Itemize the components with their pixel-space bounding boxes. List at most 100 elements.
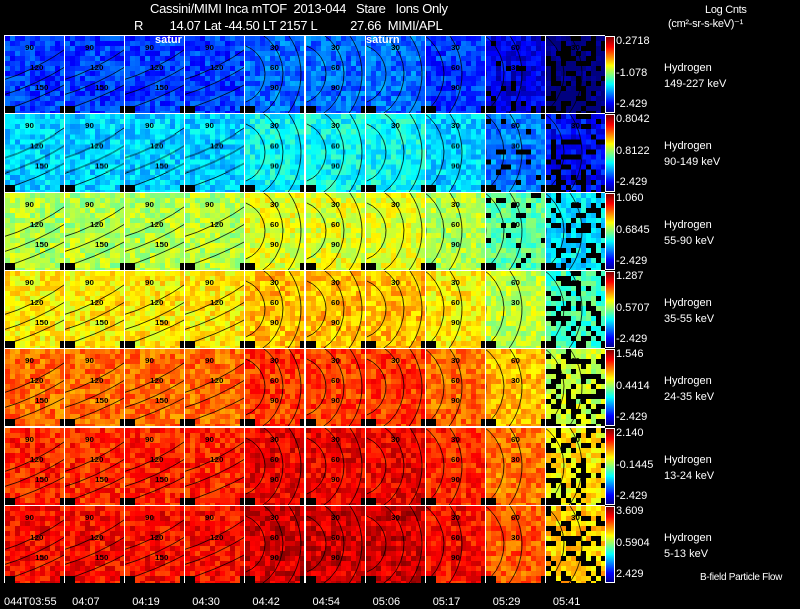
- spectrogram-grid: [4, 35, 605, 584]
- spectrogram-panel: [545, 349, 605, 427]
- colorbar-cmid-label: 0.4414: [616, 380, 650, 393]
- spectrogram-panel: [245, 505, 305, 584]
- spectrogram-panel: [545, 114, 605, 192]
- colorbar-cmin-label: -2.429: [616, 176, 648, 189]
- colorbar-cmin-label: -2.429: [616, 489, 648, 502]
- spectrogram-panel: [425, 114, 485, 192]
- colorbar-cmax-label: 1.287: [616, 269, 644, 282]
- colorbar: [605, 505, 615, 584]
- colorbar-cmax-label: 1.546: [616, 348, 644, 361]
- spectrogram-panel: [485, 427, 545, 505]
- time-tick-label: 05:41: [552, 596, 581, 608]
- spectrogram-panel: [125, 427, 185, 505]
- time-tick-label: 04:54: [312, 596, 341, 608]
- spectrogram-panel: [305, 192, 365, 270]
- colorbar-cmax-label: 3.609: [616, 504, 644, 517]
- colorbar-cmid-label: 0.5707: [616, 301, 650, 314]
- units-label: Log Cnts: [705, 4, 747, 16]
- spectrogram-panel: [5, 192, 65, 270]
- spectrogram-panel: [185, 36, 245, 114]
- row-species-label: Hydrogen: [664, 218, 712, 231]
- spectrogram-panel: [365, 114, 425, 192]
- spectrogram-panel: [305, 270, 365, 349]
- time-tick-label: 05:29: [492, 596, 521, 608]
- spectrogram-panel: [365, 349, 425, 427]
- colorbar: [605, 114, 615, 192]
- spectrogram-panel: [425, 192, 485, 270]
- spectrogram-panel: [485, 270, 545, 349]
- colorbar-cmin-label: -2.429: [616, 411, 648, 424]
- spectrogram-panel: [485, 505, 545, 584]
- colorbar-cmin-label: -2.429: [616, 98, 648, 110]
- saturn-label: saturn: [366, 34, 400, 46]
- spectrogram-panel: [5, 270, 65, 349]
- spectrogram-panel: [185, 505, 245, 584]
- spectrogram-panel: [185, 114, 245, 192]
- spectrogram-panel: [305, 427, 365, 505]
- time-tick-label: 04:07: [72, 596, 100, 608]
- spectrogram-panel: [425, 505, 485, 584]
- time-tick-label: 04:30: [192, 596, 220, 608]
- saturn-label: satur: [155, 34, 182, 46]
- spectrogram-panel: [305, 349, 365, 427]
- spectrogram-panel: [245, 349, 305, 427]
- row-species-label: Hydrogen: [664, 140, 712, 153]
- spectrogram-panel: [185, 349, 245, 427]
- row-energy-label: 35-55 keV: [664, 312, 715, 325]
- spectrogram-panel: [125, 270, 185, 349]
- row-energy-label: 90-149 keV: [664, 156, 721, 169]
- colorbar-cmin-label: 2.429: [616, 567, 644, 580]
- spectrogram-panel: [485, 36, 545, 114]
- spectrogram-panel: [5, 349, 65, 427]
- colorbar-cmid-label: -1.078: [616, 67, 648, 79]
- time-tick-label: 05:17: [432, 596, 461, 608]
- spectrogram-panel: [185, 270, 245, 349]
- time-tick-label: 04:19: [132, 596, 160, 608]
- row-species-label: Hydrogen: [664, 453, 712, 466]
- spectrogram-panel: [245, 270, 305, 349]
- colorbar-cmax-label: 1.060: [616, 191, 644, 204]
- spectrogram-panel: [65, 505, 125, 584]
- plot-title: Cassini/MIMI Inca mTOF 2013-044 Stare Io…: [150, 1, 448, 16]
- units-formula: (cm²-sr-s-keV)⁻¹: [668, 18, 743, 30]
- colorbar-cmin-label: -2.429: [616, 254, 648, 267]
- colorbar-cmax-label: 0.2718: [616, 35, 650, 47]
- spectrogram-panel: [545, 505, 605, 584]
- colorbar-cmax-label: 2.140: [616, 426, 644, 439]
- time-tick-label: 05:06: [372, 596, 401, 608]
- colorbar: [605, 427, 615, 505]
- spectrogram-panel: [545, 427, 605, 505]
- row-energy-label: 13-24 keV: [664, 469, 715, 482]
- row-species-label: Hydrogen: [664, 296, 712, 309]
- spectrogram-panel: [65, 192, 125, 270]
- spectrogram-panel: [365, 36, 425, 114]
- spectrogram-panel: [485, 349, 545, 427]
- bfield-legend: B-field Particle Flow: [700, 572, 783, 583]
- colorbar: [605, 270, 615, 349]
- spectrogram-panel: [545, 192, 605, 270]
- colorbar-cmid-label: 0.8122: [616, 145, 650, 158]
- spectrogram-panel: [65, 114, 125, 192]
- spectrogram-panel: [305, 505, 365, 584]
- spectrogram-panel: [245, 36, 305, 114]
- spectrogram-panel: [365, 427, 425, 505]
- spectrogram-panel: [185, 427, 245, 505]
- spectrogram-panel: [185, 192, 245, 270]
- spectrogram-panel: [65, 427, 125, 505]
- row-species-label: Hydrogen: [664, 531, 712, 544]
- row-species-label: Hydrogen: [664, 62, 712, 74]
- spectrogram-panel: [485, 192, 545, 270]
- colorbar: [605, 349, 615, 427]
- spectrogram-panel: [425, 349, 485, 427]
- spectrogram-panel: [5, 114, 65, 192]
- colorbar: [605, 192, 615, 270]
- row-energy-label: 24-35 keV: [664, 391, 715, 404]
- time-tick-label: 04:42: [252, 596, 280, 608]
- colorbar-cmin-label: -2.429: [616, 332, 648, 345]
- spectrogram-panel: [65, 270, 125, 349]
- row-energy-label: 55-90 keV: [664, 234, 715, 247]
- spectrogram-panel: [125, 505, 185, 584]
- colorbar-cmax-label: 0.8042: [616, 113, 650, 126]
- spectrogram-panel: [5, 505, 65, 584]
- spectrogram-panel: [485, 114, 545, 192]
